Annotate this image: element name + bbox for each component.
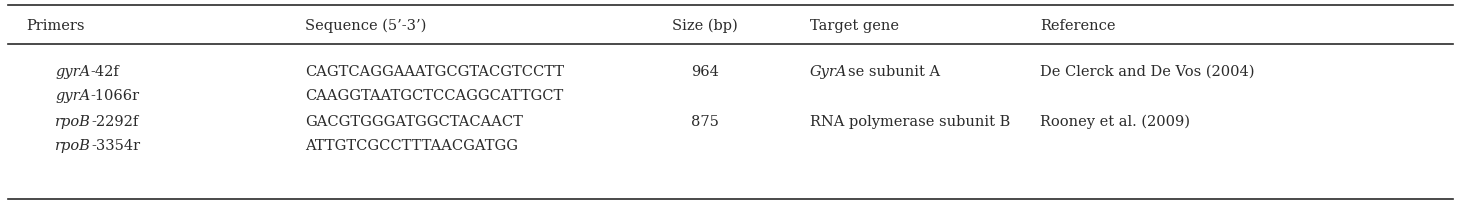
Text: CAGTCAGGAAATGCGTACGTCCTT: CAGTCAGGAAATGCGTACGTCCTT	[305, 65, 564, 79]
Text: Reference: Reference	[1040, 19, 1116, 33]
Text: Rooney et al. (2009): Rooney et al. (2009)	[1040, 115, 1191, 129]
Text: rpoB: rpoB	[56, 139, 91, 153]
Text: Primers: Primers	[26, 19, 85, 33]
Text: CAAGGTAATGCTCCAGGCATTGCT: CAAGGTAATGCTCCAGGCATTGCT	[305, 89, 564, 103]
Text: 875: 875	[691, 115, 719, 129]
Text: GACGTGGGATGGCTACAACT: GACGTGGGATGGCTACAACT	[305, 115, 523, 129]
Text: gyrA: gyrA	[56, 65, 91, 79]
Text: se subunit A: se subunit A	[847, 65, 939, 79]
Text: Target gene: Target gene	[809, 19, 899, 33]
Text: De Clerck and De Vos (2004): De Clerck and De Vos (2004)	[1040, 65, 1255, 79]
Text: Size (bp): Size (bp)	[672, 19, 738, 33]
Text: -42f: -42f	[91, 65, 118, 79]
Text: -3354r: -3354r	[91, 139, 140, 153]
Text: -1066r: -1066r	[91, 89, 139, 103]
Text: rpoB: rpoB	[56, 115, 91, 129]
Text: Sequence (5’-3’): Sequence (5’-3’)	[305, 19, 427, 33]
Text: GyrA: GyrA	[809, 65, 847, 79]
Text: ATTGTCGCCTTTAACGATGG: ATTGTCGCCTTTAACGATGG	[305, 139, 519, 153]
Text: 964: 964	[691, 65, 719, 79]
Text: -2292f: -2292f	[91, 115, 139, 129]
Text: RNA polymerase subunit B: RNA polymerase subunit B	[809, 115, 1010, 129]
Text: gyrA: gyrA	[56, 89, 91, 103]
